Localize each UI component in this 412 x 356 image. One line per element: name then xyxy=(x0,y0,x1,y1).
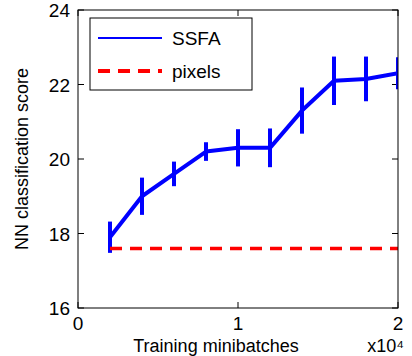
legend-label: SSFA xyxy=(172,28,221,49)
y-tick-label: 22 xyxy=(49,75,70,96)
y-tick xyxy=(78,84,84,85)
plot-frame xyxy=(78,10,398,308)
y-tick xyxy=(78,159,84,160)
legend-swatch xyxy=(98,37,162,39)
x-axis-label: Training minibatches xyxy=(133,336,298,356)
legend: SSFA pixels xyxy=(90,18,252,90)
error-bar xyxy=(268,128,272,167)
series-line xyxy=(110,247,398,251)
chart: 16 18 20 22 24 0 1 2 Training minibatches x10⁴ NN … xyxy=(0,0,412,356)
error-bar xyxy=(332,57,336,105)
error-bar xyxy=(236,129,240,166)
x-tick-label: 0 xyxy=(73,313,84,334)
x-tick-label: 1 xyxy=(233,313,244,334)
y-tick-label: 20 xyxy=(49,149,70,170)
x-tick-top xyxy=(238,10,239,16)
error-bar xyxy=(172,162,176,187)
legend-box xyxy=(90,18,252,90)
error-bar xyxy=(300,87,304,133)
legend-swatch xyxy=(98,69,162,73)
y-tick-right xyxy=(392,159,398,160)
x-multiplier-label: x10⁴ xyxy=(367,336,404,356)
y-tick-label: 16 xyxy=(49,298,70,319)
x-tick-label: 2 xyxy=(393,313,404,334)
y-tick-label: 18 xyxy=(49,224,70,245)
error-bar xyxy=(364,57,368,102)
x-tick xyxy=(238,302,239,308)
error-bar xyxy=(140,178,144,215)
y-axis-label: NN classification score xyxy=(12,68,32,250)
error-bar xyxy=(204,142,208,161)
legend-label: pixels xyxy=(172,61,221,82)
y-tick-right xyxy=(392,233,398,234)
y-tick xyxy=(78,233,84,234)
series-line xyxy=(110,73,398,237)
y-tick-label: 24 xyxy=(49,0,71,21)
plot-background xyxy=(78,10,398,308)
